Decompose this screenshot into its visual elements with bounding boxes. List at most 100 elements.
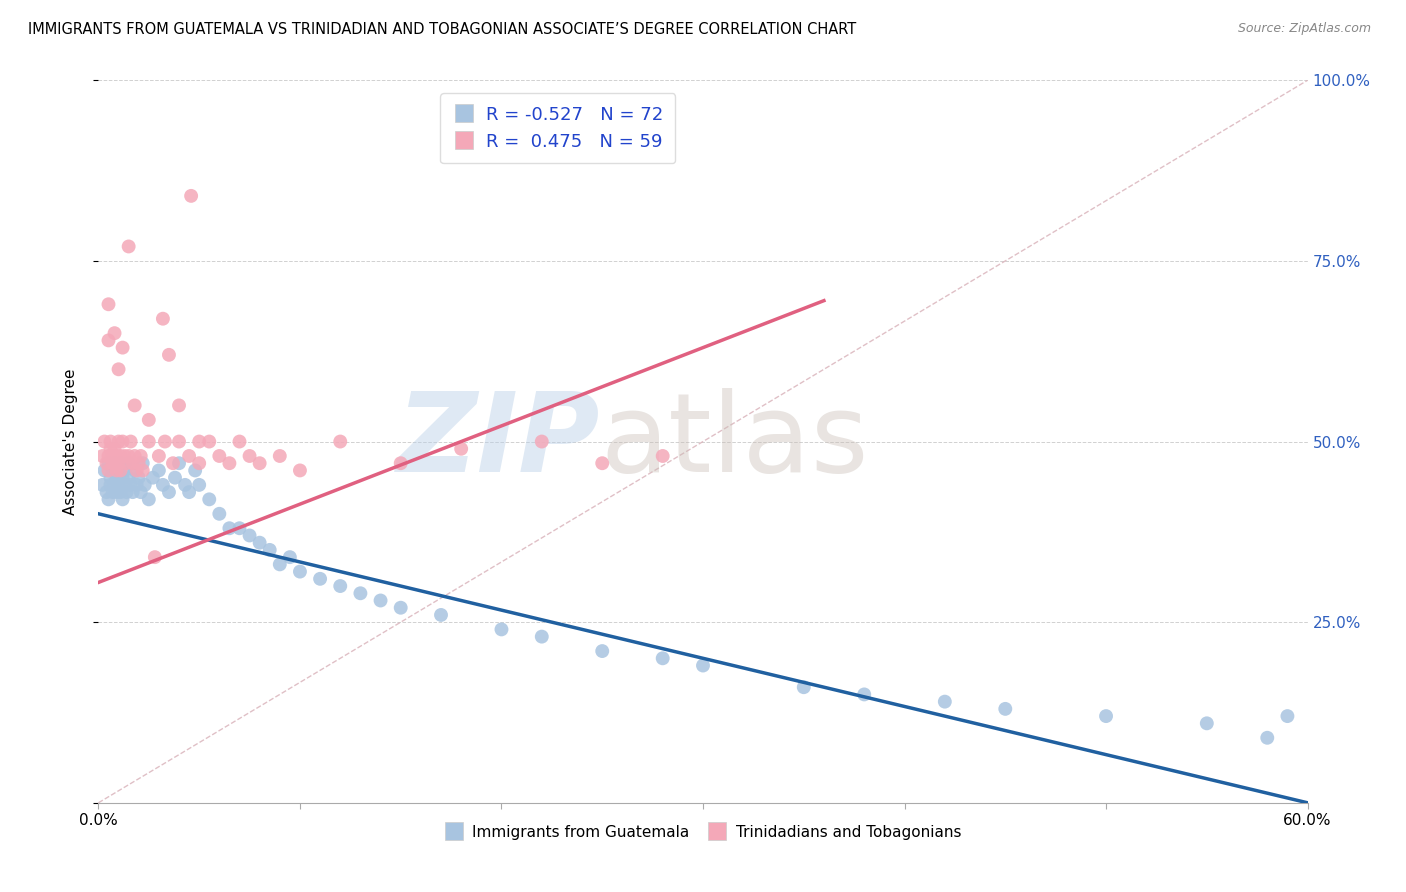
Point (97, 449, 120, 463)
Point (125, 478, 148, 492)
Point (591, 456, 613, 470)
Point (208, 449, 231, 463)
Point (128, 470, 150, 484)
Y-axis label: Associate's Degree: Associate's Degree (63, 368, 77, 515)
Point (107, 456, 129, 470)
Point (329, 434, 352, 449)
Point (114, 449, 136, 463)
Point (115, 485, 138, 500)
Point (309, 572, 332, 586)
Point (111, 492, 134, 507)
Point (105, 485, 128, 500)
Point (188, 434, 211, 449)
Point (167, 456, 190, 470)
Point (142, 470, 165, 484)
Point (101, 449, 124, 463)
Point (198, 492, 221, 507)
Point (110, 456, 132, 470)
Point (278, 550, 301, 565)
Point (105, 463, 128, 477)
Point (198, 434, 221, 449)
Point (97, 456, 120, 470)
Point (124, 463, 146, 477)
Point (103, 442, 125, 456)
Point (934, 695, 956, 709)
Point (994, 702, 1017, 716)
Point (208, 507, 231, 521)
Text: IMMIGRANTS FROM GUATEMALA VS TRINIDADIAN AND TOBAGONIAN ASSOCIATE’S DEGREE CORRE: IMMIGRANTS FROM GUATEMALA VS TRINIDADIAN… (28, 22, 856, 37)
Point (179, 449, 201, 463)
Point (370, 593, 392, 607)
Point (157, 348, 180, 362)
Point (129, 449, 152, 463)
Point (228, 521, 250, 535)
Point (1095, 709, 1118, 723)
Point (107, 362, 129, 376)
Text: ZIP: ZIP (396, 388, 600, 495)
Point (188, 478, 211, 492)
Point (349, 586, 371, 600)
Point (97, 463, 120, 477)
Point (114, 463, 136, 477)
Point (101, 456, 124, 470)
Point (138, 492, 160, 507)
Point (103, 456, 125, 470)
Point (100, 442, 122, 456)
Point (184, 463, 207, 477)
Point (91, 478, 114, 492)
Point (107, 434, 129, 449)
Point (153, 434, 176, 449)
Point (124, 398, 146, 412)
Point (132, 463, 155, 477)
Point (125, 463, 148, 477)
Point (793, 680, 815, 694)
Point (389, 600, 412, 615)
Point (288, 463, 311, 477)
Point (450, 442, 472, 456)
Text: atlas: atlas (600, 388, 869, 495)
Point (249, 456, 271, 470)
Point (389, 456, 412, 470)
Point (121, 456, 143, 470)
Point (138, 434, 160, 449)
Point (288, 565, 311, 579)
Point (152, 311, 174, 326)
Point (103, 326, 125, 340)
Point (179, 485, 201, 500)
Point (530, 630, 553, 644)
Point (115, 456, 138, 470)
Point (91, 449, 114, 463)
Point (143, 550, 166, 565)
Point (121, 485, 143, 500)
Point (105, 449, 128, 463)
Point (96, 456, 118, 470)
Point (167, 434, 190, 449)
Point (118, 456, 141, 470)
Point (239, 528, 262, 542)
Point (100, 478, 122, 492)
Point (430, 607, 453, 622)
Point (148, 463, 170, 477)
Point (111, 434, 134, 449)
Point (1277, 709, 1299, 723)
Point (120, 434, 142, 449)
Point (110, 485, 132, 500)
Point (103, 456, 125, 470)
Point (110, 449, 132, 463)
Point (124, 449, 146, 463)
Point (1256, 731, 1278, 745)
Point (259, 542, 281, 557)
Point (120, 478, 142, 492)
Point (138, 413, 160, 427)
Point (97, 334, 120, 348)
Point (188, 456, 211, 470)
Point (329, 579, 352, 593)
Point (111, 341, 134, 355)
Point (651, 449, 673, 463)
Point (853, 687, 876, 701)
Point (132, 456, 155, 470)
Point (97, 297, 120, 311)
Point (101, 463, 124, 477)
Point (180, 189, 202, 203)
Point (96, 485, 118, 500)
